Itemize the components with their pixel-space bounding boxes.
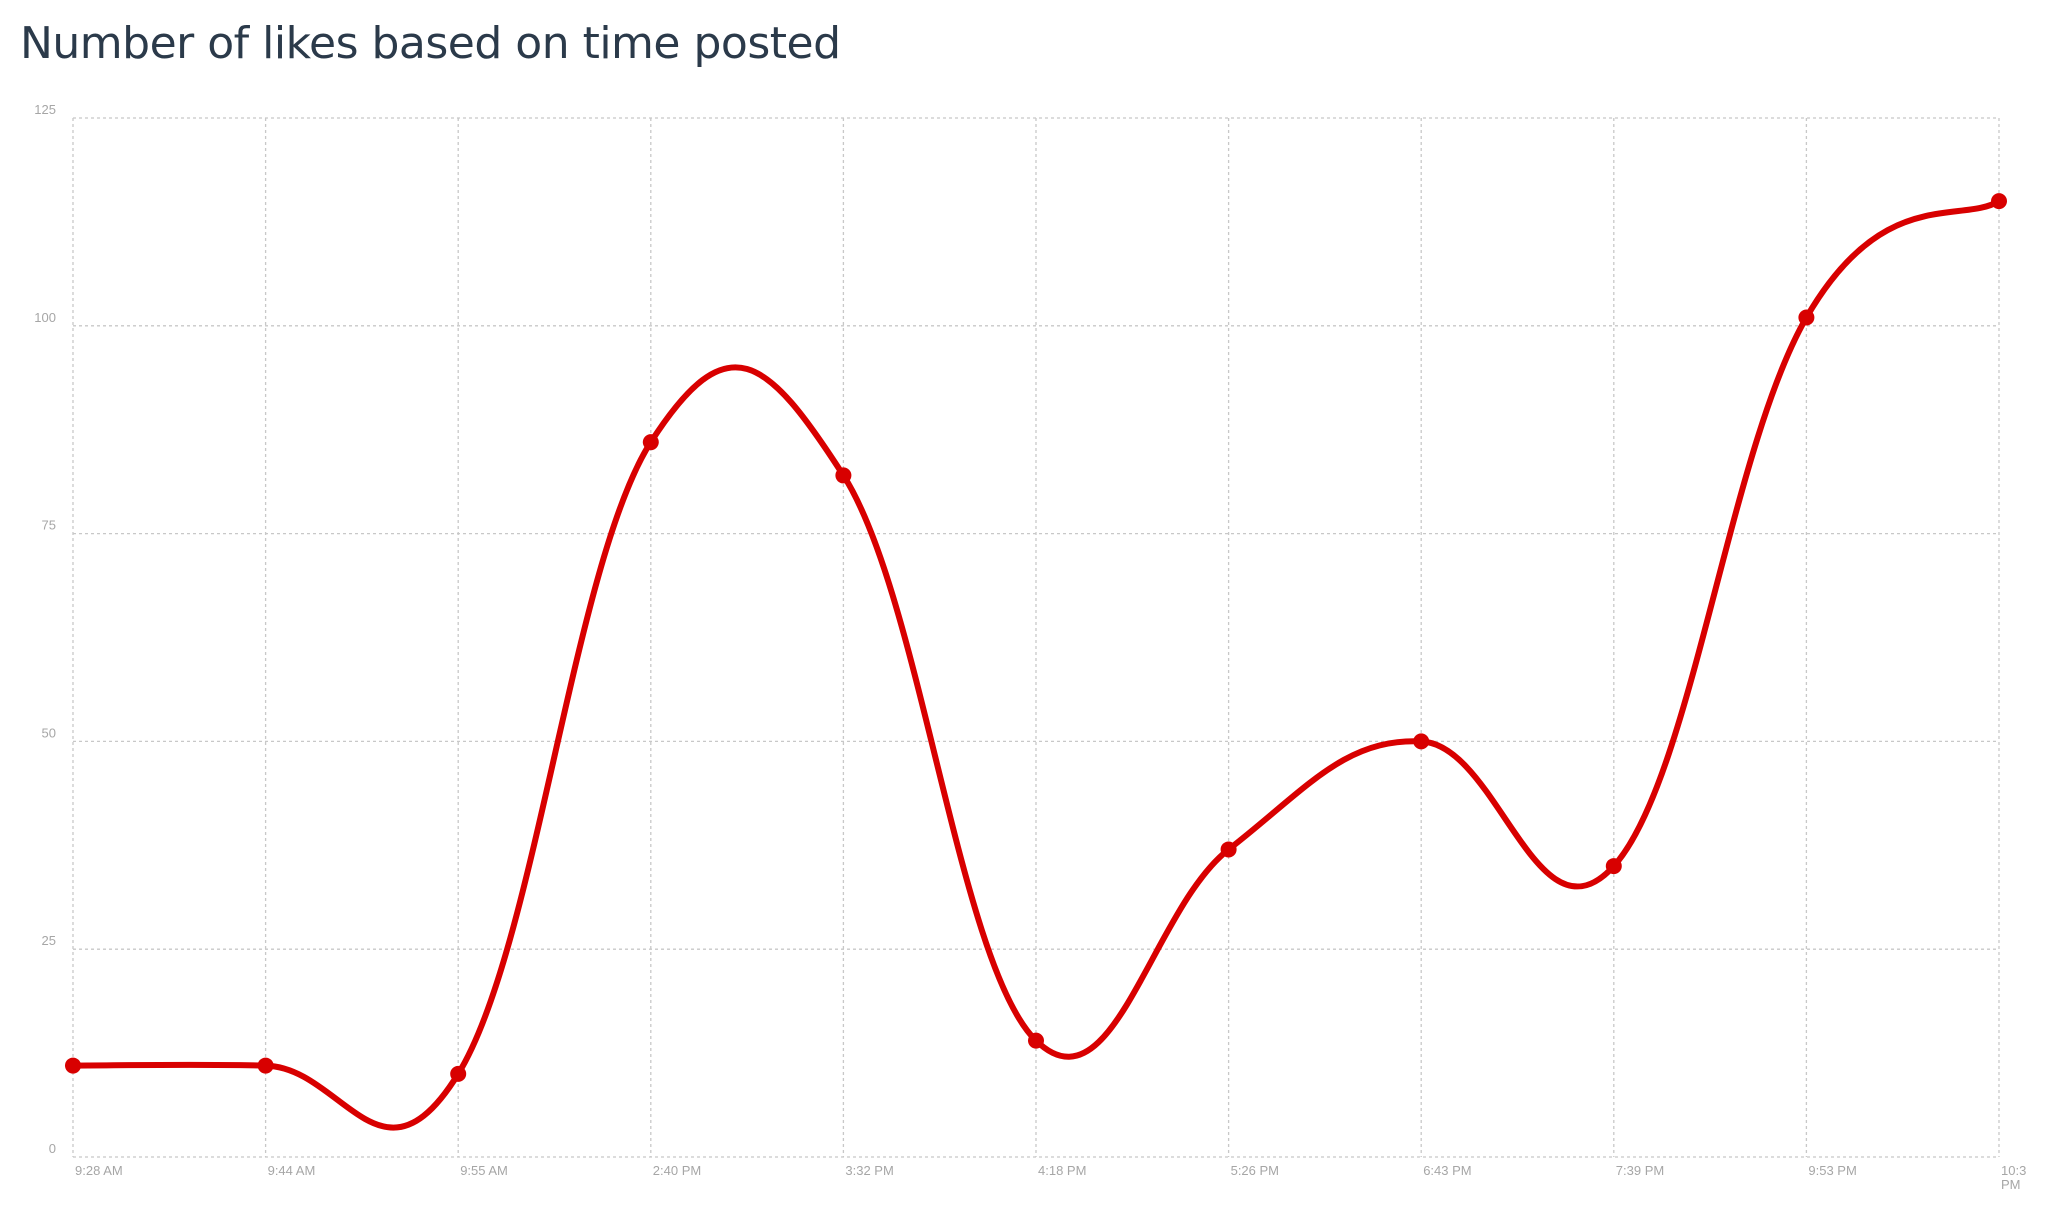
grid [72,117,2000,1158]
data-point[interactable] [1413,733,1430,750]
data-point[interactable] [642,434,659,451]
data-point[interactable] [1798,309,1815,326]
x-tick-label: 10:3 [2001,1163,2026,1178]
x-tick-label-line2: PM [2001,1177,2021,1192]
x-tick-label: 9:55 AM [460,1163,508,1178]
data-point[interactable] [1220,841,1237,858]
x-tick-label: 4:18 PM [1038,1163,1086,1178]
data-point[interactable] [65,1057,81,1074]
x-tick-label: 7:39 PM [1616,1163,1664,1178]
data-point[interactable] [1028,1032,1044,1049]
y-tick-label: 75 [42,518,56,533]
data-point[interactable] [835,467,852,484]
x-axis-ticks: 9:28 AM 9:44 AM 9:55 AM 2:40 PM 3:32 PM 4:18 … [75,1163,2026,1192]
x-tick-label: 9:53 PM [1808,1163,1856,1178]
y-tick-label: 0 [49,1141,56,1156]
x-tick-label: 5:26 PM [1231,1163,1279,1178]
x-tick-label: 9:28 AM [75,1163,123,1178]
x-tick-label: 3:32 PM [845,1163,893,1178]
y-axis-ticks: 0 25 50 75 100 125 [34,102,56,1156]
chart-title: Number of likes based on time posted [20,18,841,69]
data-point[interactable] [1991,193,2007,210]
y-tick-label: 25 [42,933,56,948]
y-tick-label: 100 [34,310,56,325]
data-point[interactable] [1605,858,1622,875]
series-group [65,193,2007,1131]
data-point[interactable] [257,1057,274,1074]
x-tick-label: 2:40 PM [653,1163,701,1178]
x-tick-label: 9:44 AM [268,1163,316,1178]
data-point[interactable] [450,1065,467,1082]
y-tick-label: 50 [42,725,56,740]
y-tick-label: 125 [34,102,56,117]
x-tick-label: 6:43 PM [1423,1163,1471,1178]
